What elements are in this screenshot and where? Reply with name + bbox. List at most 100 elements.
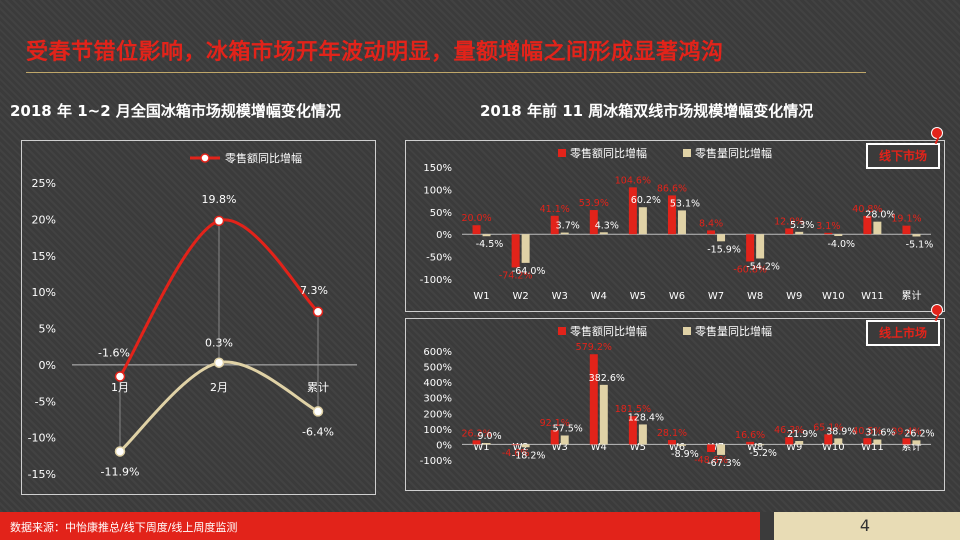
bar-sales-value: [667, 195, 676, 235]
bar-sales-volume: [521, 234, 530, 263]
bar-sales-value: [550, 215, 559, 235]
bar-sales-value: [628, 416, 637, 445]
y-tick-label: -100%: [420, 275, 452, 286]
legend-swatch: [683, 149, 691, 157]
data-label: 8.4%: [699, 218, 723, 229]
y-tick-label: 300%: [423, 394, 452, 405]
data-label: 57.5%: [553, 423, 583, 434]
bar-sales-volume: [795, 231, 804, 235]
y-tick-label: 100%: [423, 185, 452, 196]
x-tick-label: W1: [473, 442, 489, 453]
bar-sales-value: [863, 438, 872, 445]
data-label: 46.3%: [774, 425, 804, 436]
right-chart-subtitle: 2018 年前 11 周冰箱双线市场规模增幅变化情况: [480, 102, 814, 120]
y-tick-label: 5%: [39, 323, 56, 336]
bar-sales-volume: [873, 439, 882, 445]
data-point: [114, 371, 126, 382]
data-label: 31.6%: [865, 428, 895, 439]
left-chart-subtitle: 2018 年 1~2 月全国冰箱市场规模增幅变化情况: [10, 102, 341, 120]
bar-sales-volume: [756, 444, 765, 446]
legend-swatch: [558, 327, 566, 335]
data-label: -8.9%: [671, 449, 699, 460]
data-point: [312, 406, 324, 417]
legend-swatch: [683, 327, 691, 335]
bar-sales-volume: [482, 234, 491, 237]
x-tick-label: W3: [552, 291, 568, 302]
bar-sales-volume: [795, 441, 804, 445]
x-tick-label: W6: [669, 291, 685, 302]
y-tick-label: 0%: [436, 440, 452, 451]
bar-sales-value: [902, 438, 911, 445]
y-tick-label: 100%: [423, 425, 452, 436]
data-point: [114, 446, 126, 457]
data-label: 0.3%: [205, 337, 233, 350]
y-tick-label: 0%: [39, 359, 56, 372]
x-tick-label: W5: [630, 291, 646, 302]
series-line-1: [118, 360, 319, 453]
footer-bar: 数据来源：中怡康推总/线下周度/线上周度监测 4: [0, 512, 960, 540]
x-tick-label: W7: [708, 291, 724, 302]
bar-sales-value: [707, 230, 716, 235]
data-label: 181.5%: [615, 404, 651, 415]
x-tick-label: 1月: [111, 381, 129, 394]
data-label: 40.5%: [852, 426, 882, 437]
data-label: 65.1%: [813, 422, 843, 433]
x-tick-label: W11: [861, 291, 884, 302]
title-divider: [26, 72, 866, 73]
data-label: -15.9%: [707, 244, 741, 255]
data-point: [213, 357, 225, 368]
x-tick-label: W11: [861, 442, 884, 453]
x-tick-label: W10: [822, 291, 845, 302]
data-label: 19.8%: [202, 193, 237, 206]
data-label: 16.6%: [735, 430, 765, 441]
y-tick-label: 25%: [32, 177, 56, 190]
y-tick-label: -15%: [28, 468, 56, 481]
data-point: [213, 215, 225, 227]
x-tick-label: W6: [669, 442, 685, 453]
data-label: -4.6%: [502, 448, 530, 459]
bar-sales-value: [667, 440, 676, 445]
bar-sales-value: [589, 210, 598, 235]
data-label: 5.3%: [790, 220, 814, 231]
x-tick-label: 累计: [901, 289, 921, 302]
x-tick-label: W1: [473, 291, 489, 302]
bar-sales-volume: [677, 444, 686, 446]
bar-sales-value: [472, 225, 481, 235]
data-label: 86.6%: [657, 183, 687, 194]
bar-sales-volume: [912, 234, 921, 237]
bar-sales-volume: [756, 234, 765, 259]
bar-sales-value: [472, 440, 481, 445]
offline-bar-chart: 150% 100% 50% 0% -50% -100% W1 20.0% -4.5% W2 -74.…: [420, 146, 933, 302]
legend-swatch: [558, 149, 566, 157]
x-tick-label: W4: [591, 442, 607, 453]
y-tick-label: 200%: [423, 409, 452, 420]
data-label: -4.0%: [828, 239, 856, 250]
x-tick-label: W2: [513, 291, 529, 302]
data-label: -67.3%: [707, 458, 741, 469]
bar-sales-volume: [638, 207, 647, 235]
x-tick-label: W2: [513, 442, 529, 453]
x-tick-label: W4: [591, 291, 607, 302]
data-label: 60.2%: [631, 195, 661, 206]
data-label: 92.1%: [540, 418, 570, 429]
bar-sales-value: [902, 225, 911, 235]
data-point: [312, 306, 324, 318]
bar-sales-value: [628, 187, 637, 235]
data-label: 3.1%: [816, 221, 840, 232]
bar-sales-value: [589, 354, 598, 445]
y-tick-label: 0%: [436, 230, 452, 241]
legend-label: 零售额同比增幅: [570, 324, 647, 338]
data-label: -18.2%: [512, 450, 546, 461]
data-label: 53.1%: [670, 198, 700, 209]
bar-sales-value: [785, 437, 794, 445]
x-tick-label: 2月: [210, 381, 228, 394]
bar-sales-volume: [599, 232, 608, 235]
data-label: 9.0%: [477, 431, 501, 442]
legend-label: 零售量同比增幅: [695, 324, 772, 338]
legend-label: 零售额同比增幅: [225, 151, 302, 165]
x-tick-label: W10: [822, 442, 845, 453]
x-tick-label: W7: [708, 442, 724, 453]
offline-chart-panel: 150% 100% 50% 0% -50% -100% W1 20.0% -4.5% W2 -74.…: [405, 140, 945, 312]
bar-sales-volume: [912, 440, 921, 445]
data-label: 26.2%: [461, 428, 491, 439]
